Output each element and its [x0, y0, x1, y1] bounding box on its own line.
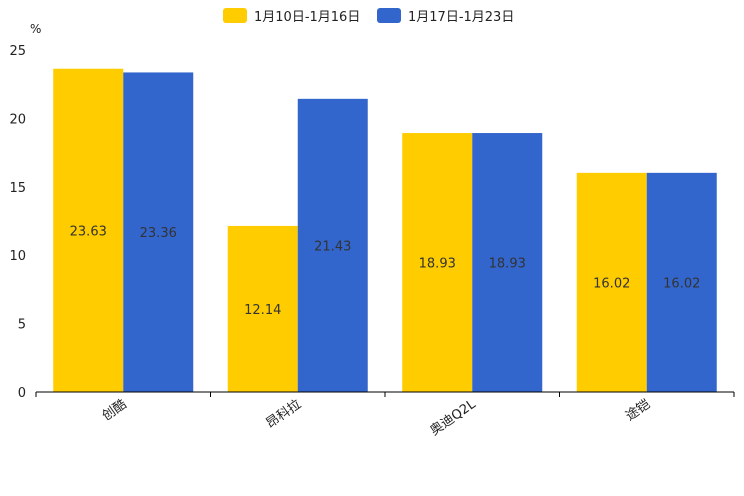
y-tick-label: 0 [18, 386, 26, 401]
legend: 1月10日-1月16日 1月17日-1月23日 [223, 8, 514, 25]
y-tick-label: 25 [9, 44, 26, 59]
legend-label: 1月10日-1月16日 [254, 10, 360, 25]
x-tick-label: 昂科拉 [263, 397, 304, 432]
bar [53, 68, 124, 392]
data-label: 16.02 [663, 276, 700, 291]
data-label: 16.02 [593, 276, 630, 291]
x-tick-label: 奥迪Q2L [428, 397, 480, 439]
data-label: 18.93 [419, 257, 456, 272]
data-label: 23.36 [140, 226, 177, 241]
y-axis: 0 5 10 15 20 25 [9, 44, 26, 401]
data-label: 12.14 [244, 303, 281, 318]
legend-swatch [223, 8, 247, 23]
legend-label: 1月17日-1月23日 [408, 10, 514, 25]
bar [576, 172, 647, 392]
y-axis-unit-label: % [30, 22, 41, 36]
plot-area: 23.63 23.36 12.14 21.43 18.93 18.93 16.02 16.02 [53, 68, 717, 393]
x-tick-label: 途铠 [623, 396, 653, 424]
y-tick-label: 15 [9, 181, 26, 196]
bar [402, 133, 473, 392]
legend-swatch [377, 8, 401, 23]
bar [297, 98, 368, 393]
y-tick-label: 5 [18, 318, 26, 333]
data-label: 21.43 [314, 239, 351, 254]
data-label: 23.63 [70, 224, 107, 239]
data-label: 18.93 [489, 257, 526, 272]
x-tick-label: 创酷 [100, 397, 130, 424]
y-tick-label: 20 [9, 112, 26, 127]
bar [123, 72, 194, 392]
bar [472, 133, 543, 392]
bar [227, 225, 298, 392]
x-axis: 创酷 昂科拉 奥迪Q2L 途铠 [35, 391, 735, 439]
bar [646, 172, 717, 392]
y-tick-label: 10 [9, 249, 26, 264]
